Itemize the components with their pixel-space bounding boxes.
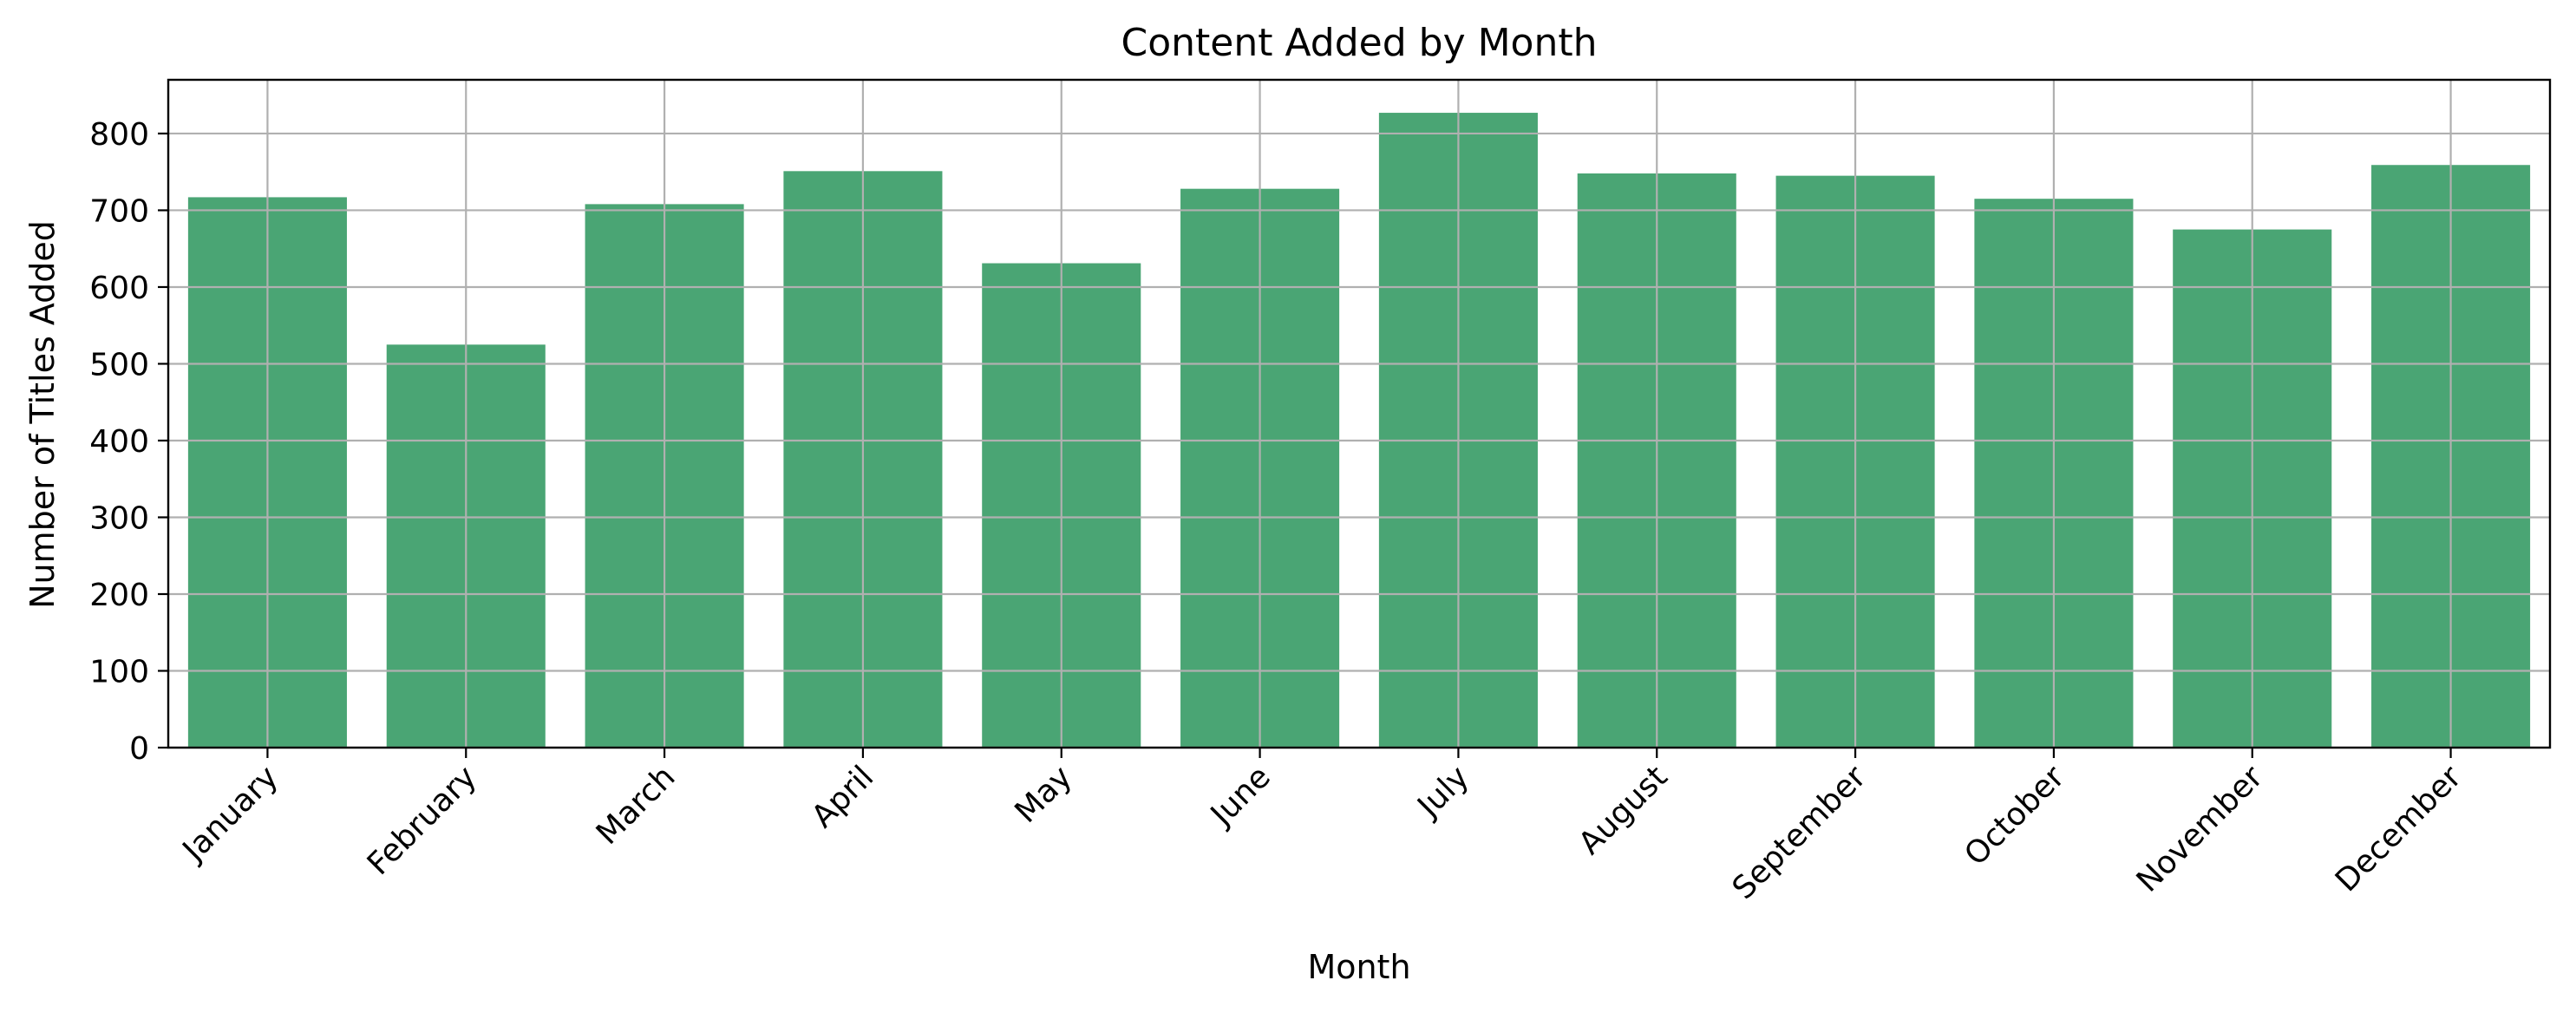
y-tick-label: 300 — [89, 500, 149, 536]
y-tick-label: 0 — [129, 731, 149, 767]
y-tick-label: 800 — [89, 117, 149, 153]
bars — [187, 113, 2531, 748]
x-tick-label-march: March — [590, 759, 683, 852]
x-tick-label-october: October — [1958, 759, 2071, 872]
y-axis-label: Number of Titles Added — [23, 220, 62, 609]
y-tick-label: 200 — [89, 578, 149, 613]
chart-title: Content Added by Month — [1121, 21, 1597, 65]
y-tick-label: 700 — [89, 193, 149, 229]
y-tick-label: 100 — [89, 654, 149, 689]
y-tick-label: 600 — [89, 271, 149, 306]
x-tick-label-september: September — [1726, 759, 1873, 906]
x-tick-label-november: November — [2130, 759, 2271, 899]
x-tick-label-august: August — [1572, 759, 1675, 861]
x-axis-label: Month — [1307, 948, 1410, 986]
x-tick-label-february: February — [361, 759, 484, 882]
plot-frame — [167, 78, 2552, 749]
x-tick-label-december: December — [2329, 759, 2468, 899]
axes — [158, 78, 2552, 758]
x-tick-label-may: May — [1008, 759, 1079, 830]
y-tick-label: 500 — [89, 347, 149, 382]
x-tick-label-july: July — [1410, 759, 1476, 825]
x-tick-label-june: June — [1203, 759, 1278, 833]
x-tick-label-april: April — [805, 759, 880, 834]
y-tick-label: 400 — [89, 424, 149, 460]
x-tick-label-january: January — [175, 759, 285, 869]
